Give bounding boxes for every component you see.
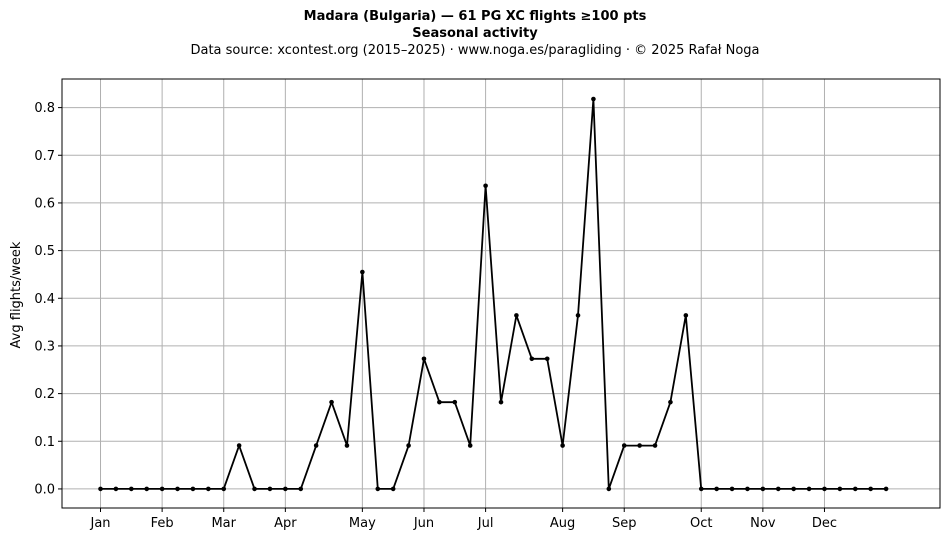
data-point (606, 486, 612, 492)
x-tick-label: Mar (211, 516, 236, 531)
data-point (437, 399, 442, 405)
series-layer (98, 96, 889, 492)
y-tick-label: 0.1 (34, 435, 55, 450)
data-point (714, 486, 719, 492)
x-tick-label: Feb (151, 516, 174, 531)
data-point (514, 313, 519, 318)
axes-layer: Jan Feb Mar Apr May Jun Jul Aug Sep Oct Nov Dec 0.0 0… (34, 78, 941, 531)
data-point (329, 399, 334, 405)
data-point (159, 486, 165, 492)
data-point (883, 486, 889, 492)
y-tick-label: 0.5 (34, 244, 55, 259)
data-point (529, 356, 535, 362)
data-point (113, 486, 119, 492)
data-point (221, 486, 227, 492)
data-point (591, 96, 596, 102)
data-point (406, 443, 411, 448)
data-point (668, 399, 673, 405)
data-point (560, 443, 565, 448)
title-block: Madara (Bulgaria) — 61 PG XC flights ≥10… (0, 8, 950, 59)
data-point (637, 443, 642, 448)
y-tick-label: 0.6 (34, 196, 55, 211)
x-tick-label: May (349, 516, 376, 531)
data-point (837, 486, 843, 492)
data-point (252, 486, 257, 492)
data-point (652, 443, 658, 448)
data-point (190, 486, 196, 492)
x-tick-label: Apr (274, 516, 297, 531)
data-point (129, 486, 134, 492)
x-tick-label: Aug (550, 516, 575, 531)
data-point (467, 443, 473, 448)
data-point (791, 486, 796, 492)
x-tick-label: Nov (750, 516, 776, 531)
y-axis-label: Avg flights/week (9, 241, 24, 348)
data-point (267, 486, 273, 492)
data-point (775, 486, 781, 492)
data-point (729, 486, 735, 492)
data-point (868, 486, 873, 492)
data-point (175, 486, 180, 492)
x-tick-label: Jan (89, 516, 110, 531)
data-point (452, 399, 458, 405)
grid-layer (62, 79, 940, 508)
y-tick-label: 0.3 (34, 339, 55, 354)
data-point (483, 183, 488, 189)
y-tick-label: 0.2 (34, 387, 55, 402)
data-point (575, 313, 581, 318)
x-tick-label: Oct (690, 516, 712, 531)
data-source-line: Data source: xcontest.org (2015–2025) · … (190, 43, 760, 58)
data-point (760, 486, 766, 492)
y-tick-label: 0.0 (34, 482, 55, 497)
x-tick-label: Dec (812, 516, 837, 531)
data-point (360, 269, 365, 275)
data-point (313, 443, 319, 448)
x-tick-label: Sep (612, 516, 637, 531)
data-point (206, 486, 211, 492)
data-point (298, 486, 304, 492)
data-point (852, 486, 858, 492)
data-point (698, 486, 704, 492)
data-point (390, 486, 396, 492)
x-tick-label: Jun (413, 516, 434, 531)
y-tick-label: 0.7 (34, 149, 55, 164)
data-point (822, 486, 827, 492)
data-point (98, 486, 103, 492)
chart-title: Madara (Bulgaria) — 61 PG XC flights ≥10… (303, 9, 647, 24)
data-point (144, 486, 150, 492)
data-point (544, 356, 550, 362)
data-point (621, 443, 627, 448)
chart-subtitle: Seasonal activity (412, 26, 538, 41)
plot-frame (61, 78, 941, 509)
y-tick-label: 0.8 (34, 101, 55, 116)
series-line (100, 98, 887, 490)
data-point (745, 486, 750, 492)
data-point (806, 486, 812, 492)
data-point (683, 313, 689, 318)
data-point (344, 443, 350, 448)
data-point (375, 486, 381, 492)
data-point (498, 399, 504, 405)
data-point (236, 443, 242, 448)
x-tick-label: Jul (477, 516, 494, 531)
data-point (421, 356, 427, 362)
y-tick-label: 0.4 (34, 292, 55, 307)
data-point (283, 486, 288, 492)
